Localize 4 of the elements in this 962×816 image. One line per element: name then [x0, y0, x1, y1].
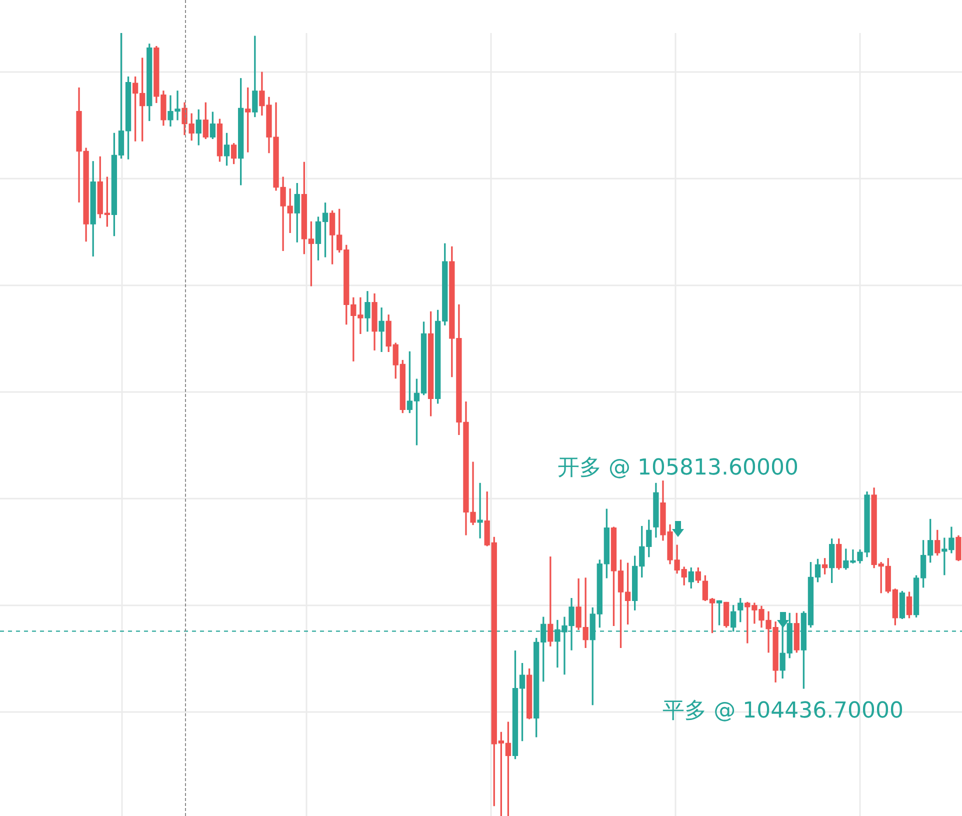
candlestick [477, 482, 483, 538]
annotation: 平多 @ 104436.70000 [662, 698, 904, 724]
candlestick [378, 308, 384, 352]
annotation: 开多 @ 105813.60000 [558, 456, 798, 481]
